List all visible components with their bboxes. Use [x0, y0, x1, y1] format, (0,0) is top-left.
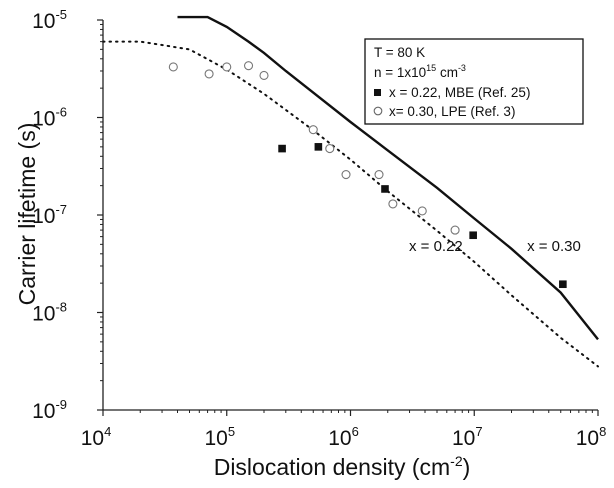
x-tick-label: 105 — [204, 424, 235, 450]
data-point-lpe — [204, 69, 214, 79]
data-point-lpe — [308, 125, 318, 135]
x-axis-title: Dislocation density (cm-2) — [214, 453, 471, 480]
legend-series-lpe: x= 0.30, LPE (Ref. 3) — [389, 104, 515, 119]
x-tick-label: 107 — [452, 424, 483, 450]
data-point-lpe — [341, 169, 351, 180]
x-tick-label: 106 — [328, 424, 359, 450]
data-point-lpe — [243, 61, 254, 71]
y-tick-label: 10-8 — [32, 300, 67, 326]
curve-x022-dotted — [102, 40, 599, 368]
y-tick-label: 10-5 — [32, 7, 67, 33]
data-point-lpe — [388, 199, 398, 209]
data-point-mbe — [381, 185, 389, 193]
y-tick-label: 10-7 — [32, 202, 67, 228]
data-point-mbe — [469, 231, 477, 240]
x-tick-label: 104 — [81, 424, 112, 450]
legend-series-mbe: x = 0.22, MBE (Ref. 25) — [389, 85, 530, 100]
legend-carrier-density: n = 1x1015 cm-3 — [374, 63, 466, 80]
data-point-lpe — [168, 62, 178, 72]
data-point-mbe — [314, 143, 323, 151]
data-point-lpe — [325, 144, 335, 154]
data-point-lpe — [417, 206, 427, 216]
data-point-lpe — [259, 70, 269, 80]
legend-box — [364, 38, 584, 125]
data-point-mbe — [278, 144, 286, 153]
data-point-lpe — [222, 62, 232, 72]
y-axis-title: Carrier lifetime (s) — [14, 123, 40, 306]
data-point-mbe — [559, 280, 567, 289]
x-tick-label: 108 — [576, 424, 607, 450]
curve-label-x022: x = 0.22 — [409, 238, 463, 255]
legend-open-circle-marker — [373, 106, 383, 116]
y-tick-label: 10-6 — [32, 105, 67, 131]
legend-temperature: T = 80 K — [374, 45, 425, 60]
legend: T = 80 K n = 1x1015 cm-3 x = 0.22, MBE (… — [364, 38, 584, 125]
data-point-lpe — [450, 225, 460, 235]
curve-label-x030: x = 0.30 — [527, 238, 581, 255]
data-point-lpe — [374, 169, 384, 180]
legend-filled-square-marker — [374, 89, 381, 96]
curve-x030-solid — [177, 15, 599, 341]
y-tick-label: 10-9 — [32, 397, 67, 423]
